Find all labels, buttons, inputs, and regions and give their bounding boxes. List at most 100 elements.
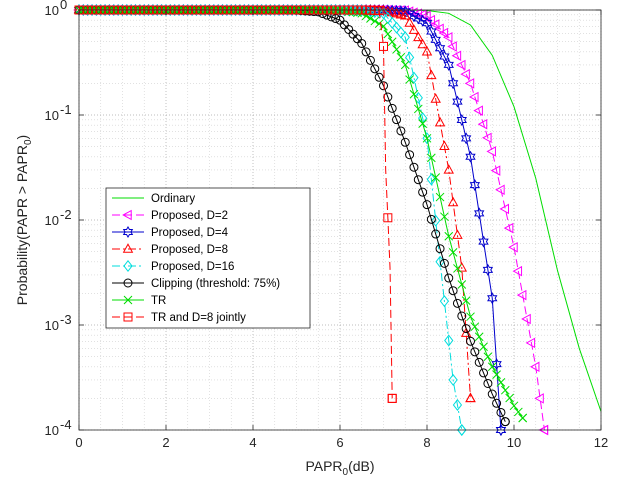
data-point [456, 114, 467, 127]
data-point [447, 77, 459, 90]
data-point [400, 31, 410, 44]
x-tick-label: 4 [249, 435, 256, 450]
data-point [352, 4, 363, 17]
data-point [499, 203, 509, 215]
data-point [534, 393, 544, 404]
y-tick-label: 10 [45, 213, 59, 228]
data-point [500, 417, 510, 427]
data-point [378, 7, 389, 20]
data-point [422, 132, 432, 145]
data-point [518, 413, 528, 423]
data-point [442, 32, 453, 43]
data-point [374, 5, 384, 15]
x-axis-label: PAPR0(dB) [305, 458, 374, 478]
y-tick-label: 10 [45, 423, 59, 438]
data-point [474, 332, 484, 342]
data-point [465, 150, 476, 163]
y-tick-label: 10 [45, 3, 59, 18]
data-point [451, 50, 462, 61]
data-point [421, 45, 433, 56]
data-point [387, 393, 397, 403]
data-point [509, 401, 519, 411]
data-point [529, 361, 540, 373]
data-point [470, 322, 480, 332]
legend-label: Clipping (threshold: 75%) [151, 278, 280, 290]
data-point [440, 212, 449, 222]
data-point [413, 104, 423, 114]
data-point [461, 296, 471, 305]
data-point [418, 119, 428, 128]
data-point [391, 21, 402, 34]
data-point [457, 311, 467, 321]
data-point [457, 280, 467, 289]
data-point [482, 132, 492, 144]
data-point [392, 115, 402, 125]
data-point [448, 373, 458, 386]
data-point [387, 103, 397, 113]
data-point [439, 140, 450, 150]
y-tick-label: 10 [45, 108, 59, 123]
data-point [469, 179, 481, 192]
data-point [370, 64, 380, 74]
data-point [513, 407, 523, 417]
data-point [418, 187, 428, 197]
legend-box [105, 187, 311, 329]
data-point [460, 68, 470, 80]
data-point [473, 105, 483, 116]
data-point [426, 25, 437, 38]
data-point [466, 312, 475, 322]
data-point [492, 370, 501, 379]
y-tick-exponent: -4 [60, 417, 72, 432]
data-point [370, 16, 380, 26]
data-point [478, 235, 489, 248]
data-point [516, 289, 527, 301]
data-point [348, 4, 358, 17]
y-tick-label: 10 [45, 318, 59, 333]
x-tick-label: 0 [75, 435, 82, 450]
data-point [495, 423, 507, 437]
y-axis-label: Probability(PAPR > PAPR0) [14, 135, 34, 305]
data-point [408, 24, 420, 34]
data-point [439, 258, 449, 268]
data-point [374, 19, 384, 29]
data-point [409, 162, 419, 172]
legend-marker [122, 225, 134, 239]
data-point [486, 146, 496, 157]
data-point [404, 17, 415, 27]
data-point [503, 222, 514, 234]
data-point [426, 173, 436, 186]
x-tick-labels: 0 2 4 6 8 10 12 [75, 435, 608, 450]
data-point [430, 93, 441, 103]
legend: Ordinary Proposed, D=2 Proposed, D=4 Propos… [105, 187, 311, 329]
data-point [496, 407, 506, 417]
data-point [452, 398, 463, 411]
data-point [453, 264, 462, 273]
data-point [439, 295, 450, 308]
data-point [383, 12, 393, 25]
data-point [396, 26, 406, 39]
legend-marker [122, 243, 134, 253]
data-point [435, 244, 445, 254]
legend-label: Proposed, D=8 [151, 244, 228, 256]
data-point [421, 17, 433, 30]
legend-label: TR and D=8 jointly [151, 312, 246, 324]
data-point [400, 60, 410, 70]
data-point [474, 357, 484, 367]
data-point [396, 126, 406, 136]
data-point [387, 37, 397, 47]
data-point [452, 95, 463, 108]
data-point [409, 71, 419, 84]
data-point [474, 207, 485, 220]
data-point [444, 273, 454, 283]
data-point [487, 389, 497, 399]
data-point [443, 164, 454, 174]
data-point [405, 75, 414, 84]
data-point [392, 45, 401, 54]
x-tick-label: 10 [507, 435, 521, 450]
data-point [426, 214, 436, 224]
data-point [452, 229, 463, 239]
data-point [487, 292, 498, 305]
data-point [456, 262, 468, 272]
